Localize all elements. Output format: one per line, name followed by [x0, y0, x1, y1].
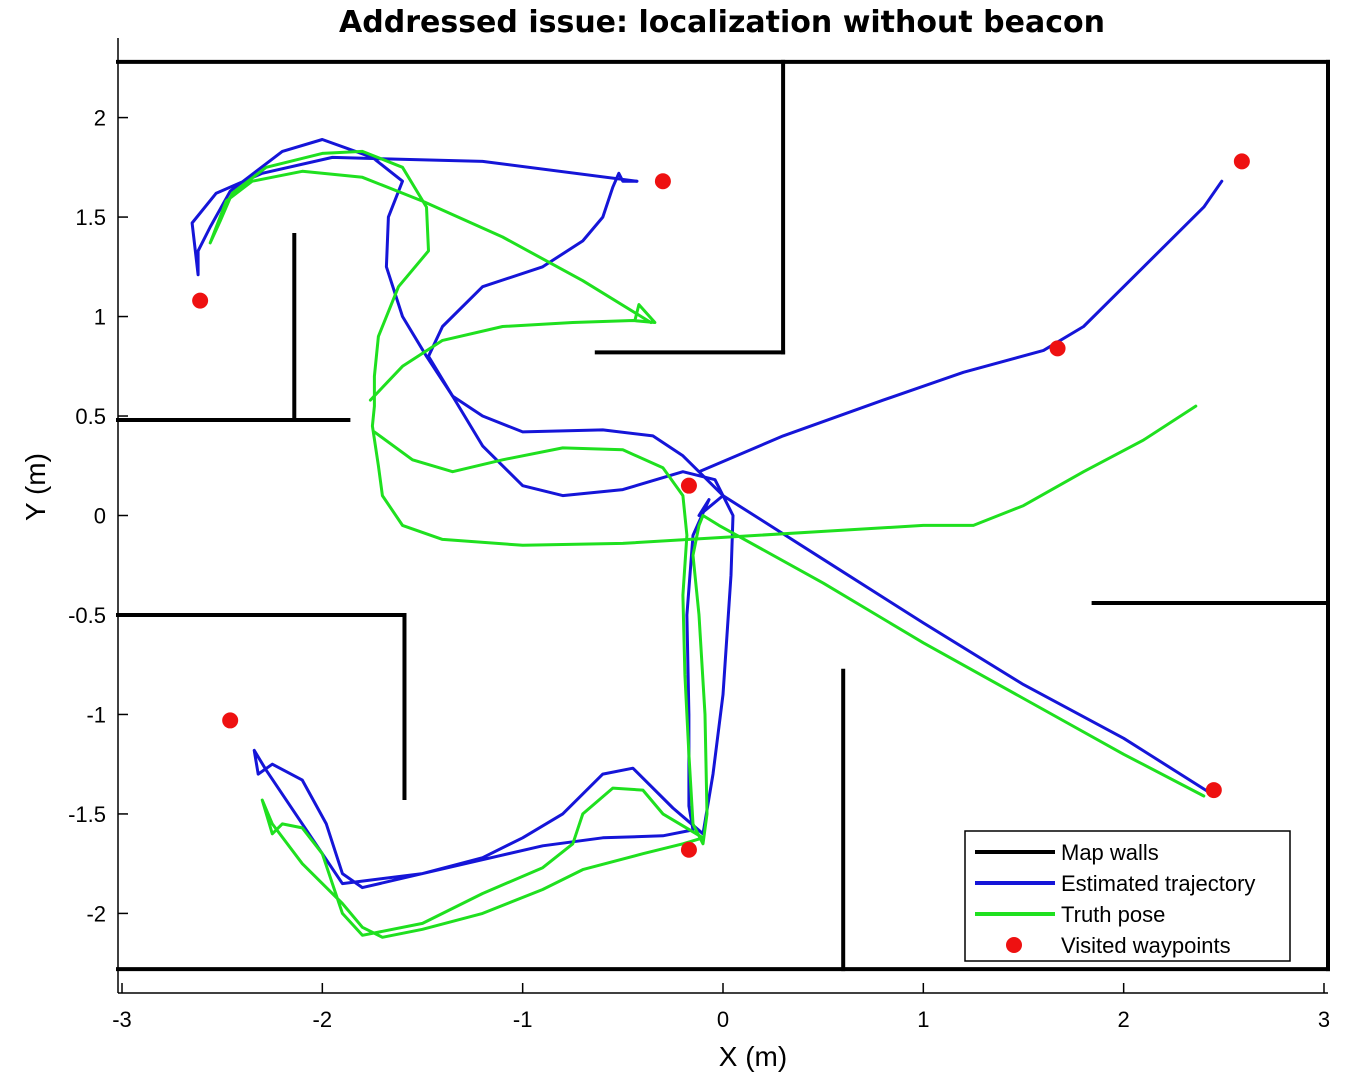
y-tick-label-8: 2: [94, 106, 106, 131]
truth-pose-line-6: [260, 786, 705, 939]
legend-swatch-visited-waypoints: [1006, 937, 1022, 953]
legend-label-visited-waypoints: Visited waypoints: [1061, 933, 1231, 958]
y-tick-label-5: 0.5: [75, 404, 106, 429]
y-tick-label-3: -0.5: [68, 603, 106, 628]
waypoint-marker-1: [1233, 153, 1250, 170]
y-tick-label-7: 1.5: [75, 205, 106, 230]
walls-layer: [116, 59, 1330, 972]
waypoint-marker-5: [222, 712, 239, 729]
legend-label-map-walls: Map walls: [1061, 840, 1159, 865]
waypoint-marker-6: [1205, 782, 1222, 799]
legend-label-truth-pose: Truth pose: [1061, 902, 1165, 927]
y-tick-label-4: 0: [94, 504, 106, 529]
y-tick-label-2: -1: [86, 702, 106, 727]
waypoint-marker-3: [1049, 340, 1066, 357]
y-tick-label-1: -1.5: [68, 802, 106, 827]
x-tick-label-1: -2: [313, 1007, 333, 1032]
y-tick-label-6: 1: [94, 305, 106, 330]
y-axis-label: Y (m): [20, 453, 51, 521]
x-axis-label: X (m): [719, 1041, 787, 1072]
estimated-trajectory-line-1: [427, 171, 725, 498]
x-tick-label-0: -3: [112, 1007, 132, 1032]
waypoint-marker-4: [680, 477, 697, 494]
legend: Map walls Estimated trajectory Truth pose V…: [964, 830, 1291, 962]
y-tick-label-0: -2: [86, 901, 106, 926]
x-tick-label-3: 0: [717, 1007, 729, 1032]
waypoints-layer: [192, 153, 1250, 858]
x-tick-label-4: 1: [917, 1007, 929, 1032]
chart-title: Addressed issue: localization without be…: [339, 5, 1105, 40]
x-tick-label-6: 3: [1318, 1007, 1330, 1032]
axes-layer: -3 -2 -1 0 1 2 3 -2 -1.5 -1 -0.5 0 0.5 1 1.5 2: [68, 38, 1330, 1032]
x-tick-label-2: -1: [513, 1007, 533, 1032]
waypoint-marker-7: [680, 841, 697, 858]
x-tick-label-5: 2: [1118, 1007, 1130, 1032]
estimated-trajectory-line-0: [190, 138, 1214, 890]
series-layer: [190, 138, 1224, 939]
estimated-trajectory-line-2: [697, 179, 1224, 474]
waypoint-marker-2: [192, 292, 209, 309]
waypoint-marker-0: [654, 173, 671, 190]
truth-pose-line-4: [368, 303, 657, 402]
truth-pose-line-3: [208, 149, 1198, 547]
legend-label-estimated-trajectory: Estimated trajectory: [1061, 871, 1255, 896]
